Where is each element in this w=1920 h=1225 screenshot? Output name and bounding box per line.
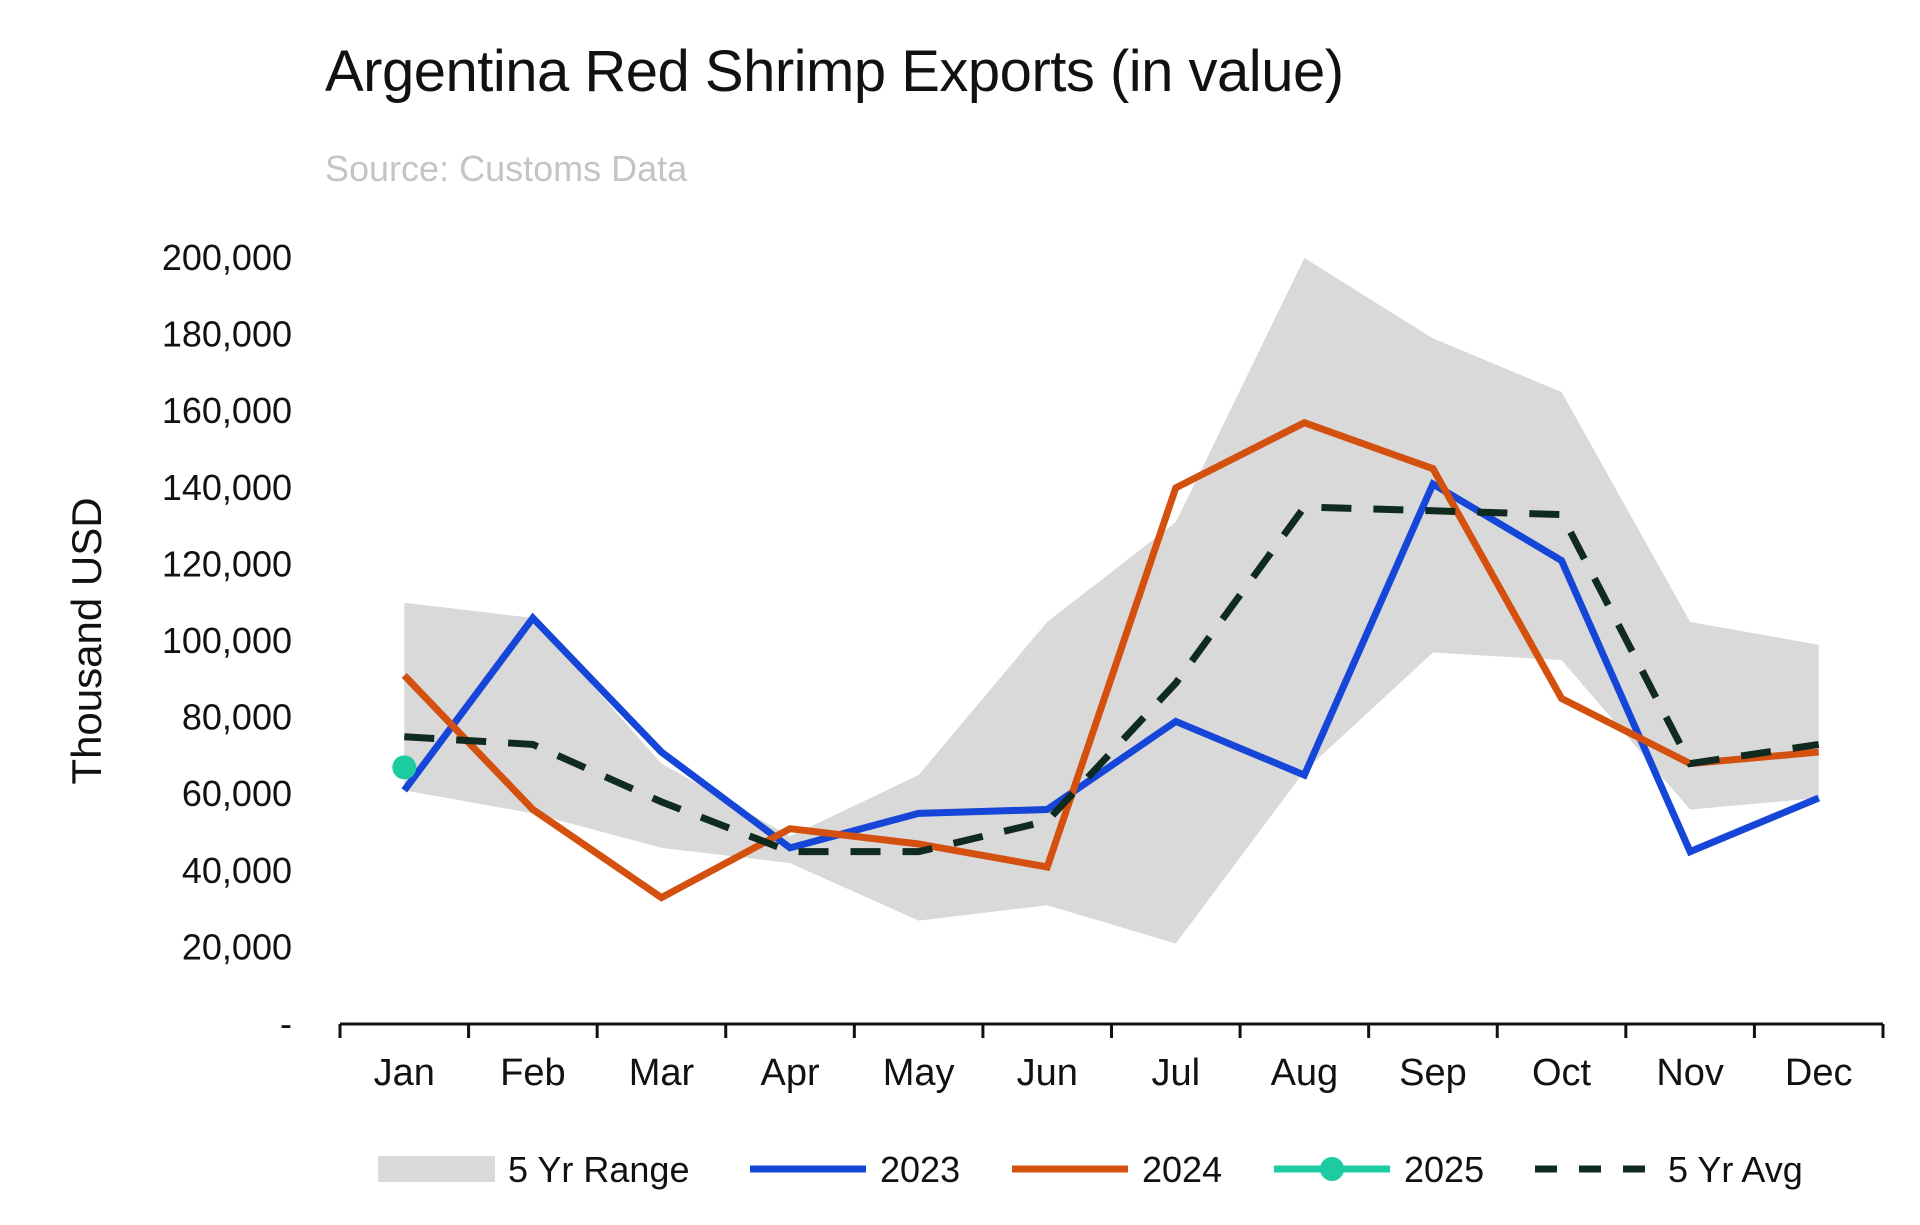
legend-marker-2025 [1320, 1157, 1344, 1181]
y-tick-label: 180,000 [162, 314, 292, 355]
y-tick-label: 20,000 [182, 926, 292, 967]
y-tick-label: - [280, 1003, 292, 1044]
x-tick-label: Jan [374, 1052, 435, 1094]
chart-subtitle: Source: Customs Data [325, 148, 688, 189]
x-tick-label: Nov [1656, 1052, 1724, 1094]
range-band [404, 258, 1819, 944]
y-tick-label: 140,000 [162, 467, 292, 508]
data-point-2025 [392, 755, 417, 780]
x-tick-label: Sep [1399, 1052, 1467, 1094]
legend-label: 2024 [1142, 1149, 1222, 1190]
y-tick-label: 60,000 [182, 773, 292, 814]
y-tick-label: 200,000 [162, 237, 292, 278]
x-tick-label: Oct [1532, 1052, 1592, 1094]
y-tick-label: 40,000 [182, 850, 292, 891]
y-tick-label: 160,000 [162, 390, 292, 431]
x-tick-label: Apr [760, 1052, 819, 1094]
x-tick-label: Dec [1785, 1052, 1853, 1094]
series-line-2023 [401, 478, 1821, 857]
y-tick-label: 80,000 [182, 697, 292, 738]
legend-swatch-range [378, 1156, 495, 1182]
y-tick-label: 100,000 [162, 620, 292, 661]
legend-label: 2025 [1404, 1149, 1484, 1190]
x-tick-label: Jul [1152, 1052, 1201, 1094]
legend-label: 2023 [880, 1149, 960, 1190]
x-tick-label: Aug [1271, 1052, 1339, 1094]
x-tick-label: May [883, 1052, 955, 1094]
legend-label: 5 Yr Avg [1668, 1149, 1803, 1190]
chart-title: Argentina Red Shrimp Exports (in value) [325, 39, 1344, 104]
y-axis-title: Thousand USD [63, 497, 110, 784]
x-tick-label: Feb [500, 1052, 565, 1094]
x-tick-label: Mar [629, 1052, 695, 1094]
y-tick-label: 120,000 [162, 543, 292, 584]
x-tick-label: Jun [1017, 1052, 1078, 1094]
series-line-5-yr-avg [404, 503, 1820, 856]
legend-label: 5 Yr Range [508, 1149, 689, 1190]
series-line-2024 [401, 418, 1820, 902]
